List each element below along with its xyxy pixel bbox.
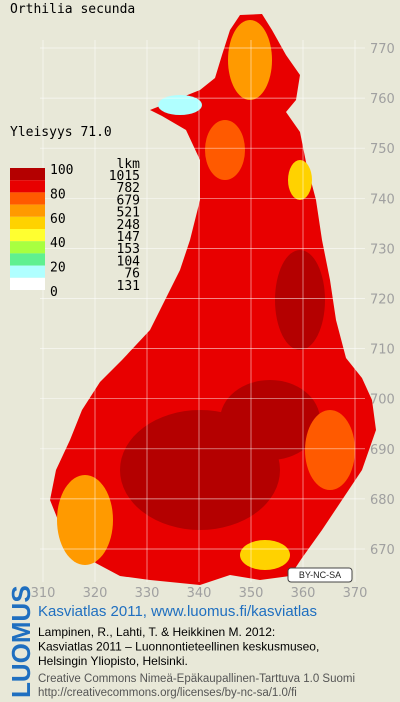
legend-swatch xyxy=(10,277,45,290)
citation-line: Helsingin Yliopisto, Helsinki. xyxy=(38,654,188,668)
y-label: 670 xyxy=(370,543,395,558)
count-header: lkm xyxy=(117,157,141,172)
legend-scale-label: 20 xyxy=(50,261,66,276)
x-label: 340 xyxy=(187,586,212,601)
legend-swatch xyxy=(10,241,45,254)
license-line: Creative Commons Nimeä-Epäkaupallinen-Ta… xyxy=(38,673,355,685)
map-patch xyxy=(205,120,245,180)
frequency: Yleisyys 71.0 xyxy=(10,125,112,140)
legend-count: 1015 xyxy=(109,169,140,184)
y-label: 720 xyxy=(370,293,395,308)
x-label: 330 xyxy=(135,586,160,601)
legend-swatch xyxy=(10,180,45,193)
legend-count: 131 xyxy=(117,279,140,294)
license-line: http://creativecommons.org/licenses/by-n… xyxy=(38,687,297,699)
legend-scale-label: 80 xyxy=(50,187,66,202)
x-label: 320 xyxy=(83,586,108,601)
y-label: 710 xyxy=(370,343,395,358)
y-label: 700 xyxy=(370,393,395,408)
legend-count: 782 xyxy=(117,181,140,196)
grid: 310 320 330 340 350 360 3707707607507407307207… xyxy=(31,40,395,601)
legend-count: 248 xyxy=(117,218,140,233)
license-badge: BY-NC-SA xyxy=(287,567,353,583)
legend-scale-label: 40 xyxy=(50,236,66,251)
logo: LUOMUS xyxy=(6,585,36,698)
legend-count: 147 xyxy=(117,230,140,245)
map-patch xyxy=(240,540,290,570)
map-patch xyxy=(228,20,272,100)
x-label: 370 xyxy=(343,586,368,601)
map-patch xyxy=(275,250,325,350)
legend-swatch xyxy=(10,204,45,217)
y-label: 740 xyxy=(370,192,395,207)
legend-swatch xyxy=(10,168,45,181)
legend-count: 76 xyxy=(124,267,140,282)
legend-count: 521 xyxy=(117,206,140,221)
map-patch xyxy=(158,95,202,115)
legend-scale-label: 60 xyxy=(50,212,66,227)
y-label: 690 xyxy=(370,443,395,458)
y-label: 680 xyxy=(370,493,395,508)
x-label: 350 xyxy=(239,586,264,601)
x-label: 310 xyxy=(31,586,56,601)
map xyxy=(50,14,376,585)
legend-swatch xyxy=(10,265,45,278)
x-label: 360 xyxy=(291,586,316,601)
y-label: 760 xyxy=(370,92,395,107)
map-patch xyxy=(57,475,113,565)
y-label: 770 xyxy=(370,42,395,57)
y-label: 730 xyxy=(370,242,395,257)
legend-count: 104 xyxy=(117,254,141,269)
headline: Kasviatlas 2011, www.luomus.fi/kasviatla… xyxy=(38,603,317,620)
citation-line: Kasviatlas 2011 – Luonnontieteellinen ke… xyxy=(38,640,319,654)
legend-count: 153 xyxy=(117,242,140,257)
legend-count: 679 xyxy=(117,193,140,208)
legend-swatch xyxy=(10,253,45,266)
legend-swatch xyxy=(10,216,45,229)
license-badge-text: BY-NC-SA xyxy=(299,570,341,580)
y-label: 750 xyxy=(370,142,395,157)
legend-scale-label: 100 xyxy=(50,163,73,178)
legend-swatch xyxy=(10,192,45,205)
map-patch xyxy=(288,160,312,200)
legend-scale-label: 0 xyxy=(50,285,58,300)
map-patch xyxy=(305,410,355,490)
citation-line: Lampinen, R., Lahti, T. & Heikkinen M. 2… xyxy=(38,625,275,639)
footer: Lampinen, R., Lahti, T. & Heikkinen M. 2… xyxy=(38,625,355,699)
title: Orthilia secunda xyxy=(10,2,135,17)
map-patch xyxy=(220,380,320,460)
legend-swatch xyxy=(10,229,45,242)
